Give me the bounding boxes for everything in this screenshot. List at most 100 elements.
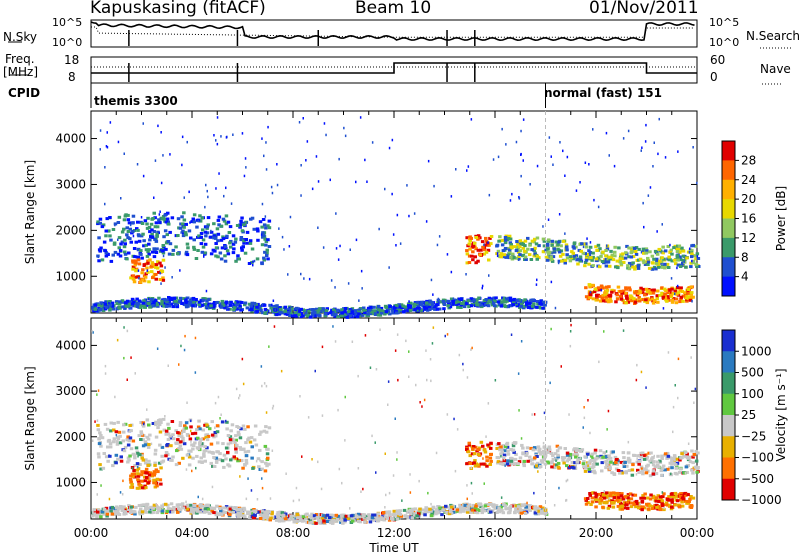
power-panel-cell [266, 224, 270, 228]
velocity-panel-cell [116, 420, 120, 424]
velocity-panel-cell [522, 462, 526, 466]
power-panel-cell [604, 249, 608, 252]
velocity-panel-cell [160, 511, 165, 515]
power-panel-cell [604, 295, 608, 299]
power-panel-cell [628, 297, 633, 301]
velocity-panel-cell [160, 445, 165, 449]
power-panel-speckle [662, 307, 665, 310]
velocity-panel-cell [417, 509, 421, 513]
velocity-panel-cell [145, 502, 149, 506]
power-panel-cell [151, 276, 155, 280]
velocity-panel-cell [582, 460, 586, 464]
power-panel-cell [245, 306, 250, 310]
velocity-panel-cell [598, 449, 603, 453]
power-panel-cell [160, 302, 164, 306]
power-panel-cell [93, 303, 98, 307]
velocity-panel-cell [242, 508, 247, 512]
power-panel-cell [343, 307, 348, 310]
velocity-panel-cell [538, 447, 542, 451]
power-panel-cell [428, 307, 432, 311]
power-panel-speckle [311, 187, 314, 191]
velocity-panel-cell [230, 437, 235, 441]
power-panel-cell [577, 248, 582, 252]
power-panel-speckle [582, 245, 585, 249]
velocity-panel-cell [193, 431, 198, 435]
velocity-panel-cell [567, 456, 572, 460]
power-panel-cell [157, 270, 161, 274]
velocity-panel-cell [344, 514, 349, 518]
power-panel-cell [571, 245, 576, 249]
velocity-panel-cell [139, 438, 143, 441]
velocity-panel-cell [691, 455, 695, 459]
velocity-panel-cell [96, 428, 101, 432]
velocity-panel-cell [619, 460, 624, 464]
velocity-panel-cell [100, 510, 105, 514]
power-panel-cell [451, 300, 455, 303]
velocity-panel-cell [98, 463, 102, 467]
velocity-panel-cell [451, 510, 456, 514]
power-panel-cell [144, 243, 148, 247]
velocity-panel-cell [165, 443, 169, 447]
velocity-panel-cell [357, 512, 361, 516]
velocity-colorbar-tick-label: 1000 [741, 344, 772, 358]
velocity-panel-cell [239, 510, 244, 514]
power-panel-cell [634, 246, 639, 249]
power-panel-cell [574, 254, 579, 258]
power-panel-cell [134, 240, 138, 244]
velocity-panel-cell [614, 467, 619, 471]
velocity-panel-cell [593, 461, 597, 465]
power-panel-cell [245, 230, 250, 234]
power-panel-speckle [564, 174, 566, 177]
velocity-panel-cell [246, 512, 250, 516]
velocity-panel-cell [473, 464, 478, 468]
power-panel-cell [134, 261, 138, 265]
power-panel-cell [310, 313, 315, 317]
velocity-panel-speckle [186, 401, 188, 404]
velocity-panel-cell [263, 444, 268, 448]
power-panel-cell [228, 303, 232, 307]
power-panel-cell [150, 250, 155, 254]
power-panel-cell [526, 236, 530, 240]
velocity-panel-cell [115, 510, 119, 514]
power-panel-cell [205, 231, 210, 235]
velocity-panel-cell [129, 429, 133, 433]
velocity-panel-cell [179, 447, 184, 451]
power-panel-speckle [452, 297, 455, 300]
velocity-panel-cell [262, 429, 267, 433]
velocity-panel-cell [228, 435, 233, 439]
velocity-panel-cell [642, 454, 646, 458]
x-tick-label: 20:00 [579, 526, 614, 540]
power-panel-speckle [501, 127, 503, 131]
velocity-panel-cell [664, 501, 669, 505]
power-panel-cell [111, 253, 115, 257]
power-panel-cell [546, 247, 550, 251]
velocity-panel-cell [592, 458, 597, 462]
velocity-panel-cell [612, 496, 616, 500]
velocity-panel-cell [234, 506, 238, 510]
power-panel-speckle [265, 168, 268, 171]
power-panel-speckle [656, 230, 658, 233]
velocity-panel-cell [593, 471, 597, 475]
power-panel-speckle [589, 290, 592, 294]
velocity-panel-cell [514, 504, 518, 508]
power-panel-cell [216, 232, 221, 236]
velocity-panel-cell [137, 486, 141, 490]
velocity-panel-cell [134, 505, 138, 509]
power-panel-cell [118, 300, 122, 304]
velocity-panel-cell [509, 462, 513, 466]
velocity-panel-cell [594, 498, 598, 502]
power-panel-cell [172, 296, 177, 300]
velocity-panel-cell [502, 459, 507, 462]
velocity-panel-cell [138, 463, 142, 466]
velocity-panel-cell [432, 506, 436, 510]
power-panel-cell [318, 307, 322, 311]
power-panel-speckle [270, 185, 273, 189]
velocity-panel-cell [499, 445, 503, 449]
power-panel-cell [521, 246, 526, 250]
velocity-panel-cell [665, 456, 669, 460]
power-panel-cell [619, 297, 624, 301]
velocity-panel-cell [105, 514, 109, 518]
velocity-panel-speckle [162, 506, 164, 510]
power-panel-speckle [515, 140, 518, 144]
power-panel-speckle [450, 270, 453, 274]
